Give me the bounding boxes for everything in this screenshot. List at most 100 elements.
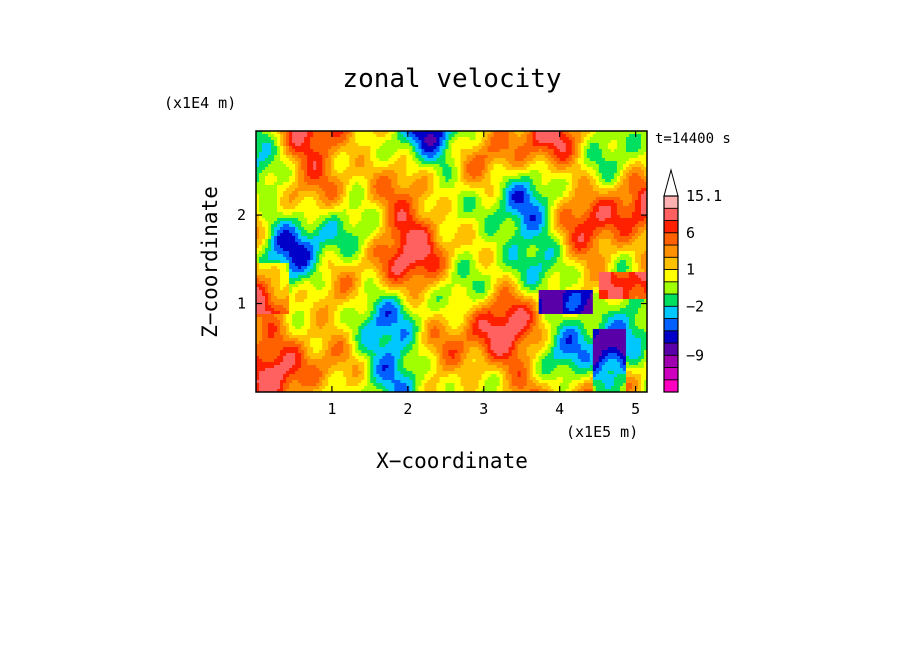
field-cell — [289, 131, 293, 135]
field-cell — [322, 221, 326, 225]
field-cell — [301, 194, 305, 198]
field-cell — [640, 233, 645, 237]
field-cell — [571, 233, 576, 237]
field-cell — [484, 203, 489, 207]
field-cell — [283, 194, 287, 198]
field-cell — [265, 218, 269, 222]
field-cell — [310, 134, 314, 138]
field-cell — [547, 134, 552, 138]
field-cell — [568, 179, 573, 183]
field-cell — [346, 158, 350, 162]
field-cell — [301, 197, 305, 201]
field-cell — [487, 146, 492, 150]
field-cell — [592, 179, 597, 183]
field-cell — [427, 236, 432, 240]
field-cell — [502, 200, 507, 204]
field-cell — [301, 140, 305, 144]
field-cell — [256, 188, 260, 192]
field-cell — [592, 209, 597, 213]
field-cell — [628, 155, 633, 159]
field-cell — [544, 209, 549, 213]
field-cell — [604, 137, 609, 141]
field-cell — [331, 215, 335, 219]
field-cell — [613, 191, 618, 195]
field-cell — [394, 131, 398, 135]
field-cell — [391, 176, 395, 180]
field-cell — [316, 173, 320, 177]
field-cell — [352, 200, 356, 204]
field-cell — [640, 176, 645, 180]
field-cell — [427, 185, 432, 189]
field-cell — [502, 194, 507, 198]
field-cell — [586, 224, 591, 228]
field-cell — [532, 221, 537, 225]
field-cell — [538, 215, 543, 219]
field-cell — [460, 191, 465, 195]
field-cell — [499, 164, 504, 168]
field-cell — [337, 161, 341, 165]
field-cell — [331, 164, 335, 168]
field-cell — [361, 212, 365, 216]
field-cell — [373, 218, 377, 222]
field-cell — [304, 149, 308, 153]
field-cell — [583, 143, 588, 147]
field-cell — [463, 218, 468, 222]
field-cell — [382, 152, 386, 156]
field-cell — [595, 206, 600, 210]
field-cell — [511, 134, 516, 138]
field-cell — [286, 170, 290, 174]
field-cell — [403, 212, 407, 216]
field-cell — [394, 233, 398, 237]
field-cell — [277, 158, 281, 162]
field-cell — [613, 137, 618, 141]
field-cell — [562, 191, 567, 195]
field-cell — [541, 191, 546, 195]
field-cell — [589, 155, 594, 159]
field-cell — [337, 197, 341, 201]
field-cell — [517, 206, 522, 210]
field-cell — [469, 173, 474, 177]
field-cell — [478, 161, 483, 165]
field-cell — [313, 152, 317, 156]
field-cell — [499, 170, 504, 174]
field-cell — [523, 143, 528, 147]
field-cell — [343, 197, 347, 201]
field-cell — [271, 137, 275, 141]
field-cell — [397, 158, 401, 162]
field-cell — [628, 188, 633, 192]
field-cell — [559, 230, 564, 234]
field-cell — [490, 200, 495, 204]
field-cell — [601, 131, 606, 135]
field-cell — [325, 203, 329, 207]
field-cell — [310, 167, 314, 171]
field-cell — [619, 146, 624, 150]
field-cell — [394, 152, 398, 156]
field-cell — [460, 233, 465, 237]
field-cell — [466, 152, 471, 156]
field-cell — [355, 143, 359, 147]
field-cell — [622, 188, 627, 192]
field-cell — [622, 131, 627, 135]
field-cell — [385, 224, 389, 228]
field-cell — [535, 170, 540, 174]
field-cell — [379, 170, 383, 174]
field-cell — [643, 182, 647, 186]
field-cell — [586, 161, 591, 165]
field-cell — [331, 176, 335, 180]
field-cell — [496, 167, 501, 171]
field-cell — [496, 209, 501, 213]
field-cell — [343, 131, 347, 135]
field-cell — [406, 182, 410, 186]
field-cell — [547, 185, 552, 189]
field-cell — [451, 161, 456, 165]
field-cell — [502, 131, 507, 135]
field-cell — [601, 134, 606, 138]
field-cell — [334, 179, 338, 183]
field-cell — [556, 185, 561, 189]
field-cell — [271, 146, 275, 150]
field-cell — [478, 194, 483, 198]
field-cell — [277, 224, 281, 228]
field-cell — [625, 140, 630, 144]
field-cell — [313, 179, 317, 183]
field-cell — [499, 236, 504, 240]
